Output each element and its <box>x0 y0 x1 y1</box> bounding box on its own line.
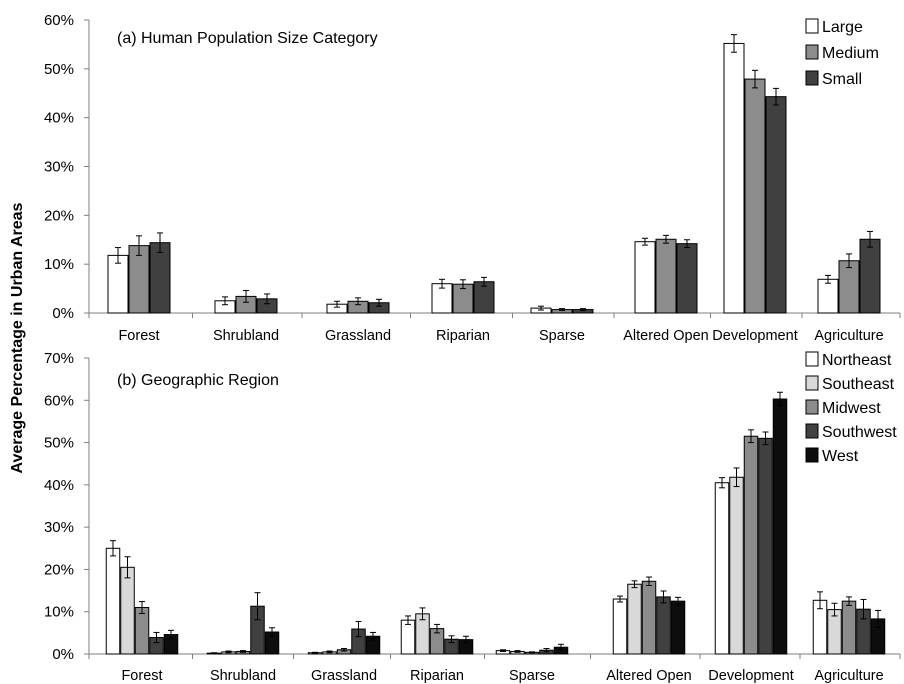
bar <box>120 566 135 655</box>
y-tick-label: 0% <box>52 646 74 663</box>
bar <box>817 278 839 314</box>
y-tick-label: 20% <box>44 561 74 578</box>
legend-label: Medium <box>822 45 879 62</box>
y-tick-label: 50% <box>44 61 74 78</box>
x-tick-label: Development <box>708 668 793 684</box>
x-tick-label: Riparian <box>436 328 490 344</box>
bar <box>714 482 730 655</box>
x-tick-label: Sparse <box>509 668 555 684</box>
legend-swatch <box>805 423 819 439</box>
legend-label: West <box>822 448 859 465</box>
bar <box>400 619 416 655</box>
legend-swatch <box>805 18 819 34</box>
y-tick-label: 30% <box>44 519 74 536</box>
legend-swatch <box>805 375 819 391</box>
panel-b: 0% 10% 20% 30% 40% 50% 60% 70% Forest Shrubland Gr… <box>44 350 901 684</box>
y-tick-label: 10% <box>44 604 74 621</box>
bar <box>149 242 171 314</box>
bar <box>743 435 759 655</box>
y-tick-label: 20% <box>44 207 74 224</box>
legend-swatch <box>805 447 819 463</box>
y-tick-label: 60% <box>44 392 74 409</box>
x-tick-label: Development <box>712 328 797 344</box>
legend-label: Large <box>822 19 863 36</box>
legend-label: Southeast <box>822 376 895 393</box>
bar <box>765 96 787 314</box>
legend-swatch <box>805 70 819 86</box>
bar <box>772 398 788 655</box>
bar <box>627 583 642 655</box>
bar <box>838 260 860 314</box>
x-tick-label: Forest <box>118 328 159 344</box>
bar <box>676 243 698 314</box>
bar <box>134 606 150 655</box>
x-tick-label: Shrubland <box>213 328 279 344</box>
bar <box>723 42 745 314</box>
x-tick-label: Altered Open <box>623 328 708 344</box>
x-tick-label: Sparse <box>539 328 585 344</box>
bar <box>105 547 121 655</box>
bar <box>758 437 773 655</box>
y-tick-label: 40% <box>44 110 74 127</box>
bar <box>859 238 881 314</box>
bar <box>634 241 656 314</box>
x-tick-label: Riparian <box>410 668 464 684</box>
bar <box>841 600 857 655</box>
panel-title: (a) Human Population Size Category <box>117 30 378 47</box>
y-tick-label: 70% <box>44 350 74 367</box>
bar <box>641 580 657 655</box>
bar <box>612 598 628 655</box>
bar <box>107 254 129 314</box>
x-tick-label: Grassland <box>325 328 391 344</box>
x-tick-label: Shrubland <box>210 668 276 684</box>
legend-label: Southwest <box>822 424 897 441</box>
legend-label: Small <box>822 71 862 88</box>
x-tick-label: Forest <box>121 668 162 684</box>
bar <box>744 78 766 314</box>
x-tick-label: Agriculture <box>814 668 883 684</box>
x-tick-label: Agriculture <box>814 328 883 344</box>
bar <box>670 600 686 655</box>
legend-swatch <box>805 399 819 415</box>
y-tick-label: 30% <box>44 159 74 176</box>
panel-a: 0% 10% 20% 30% 40% 50% 60% Forest Shrubland Grass… <box>44 12 901 344</box>
y-tick-label: 10% <box>44 256 74 273</box>
legend-swatch <box>805 351 819 367</box>
legend-swatch <box>805 44 819 60</box>
y-axis-label: Average Percentage in Urban Areas <box>9 202 26 473</box>
x-tick-label: Grassland <box>311 668 377 684</box>
x-tick-label: Altered Open <box>606 668 691 684</box>
y-tick-label: 50% <box>44 435 74 452</box>
y-tick-label: 60% <box>44 12 74 29</box>
y-tick-label: 40% <box>44 477 74 494</box>
y-tick-label: 0% <box>52 305 74 322</box>
legend-label: Midwest <box>822 400 881 417</box>
legend-label: Northeast <box>822 352 892 369</box>
panel-title: (b) Geographic Region <box>117 372 279 389</box>
bar <box>655 238 677 314</box>
bar <box>729 476 744 655</box>
bar <box>656 596 671 655</box>
